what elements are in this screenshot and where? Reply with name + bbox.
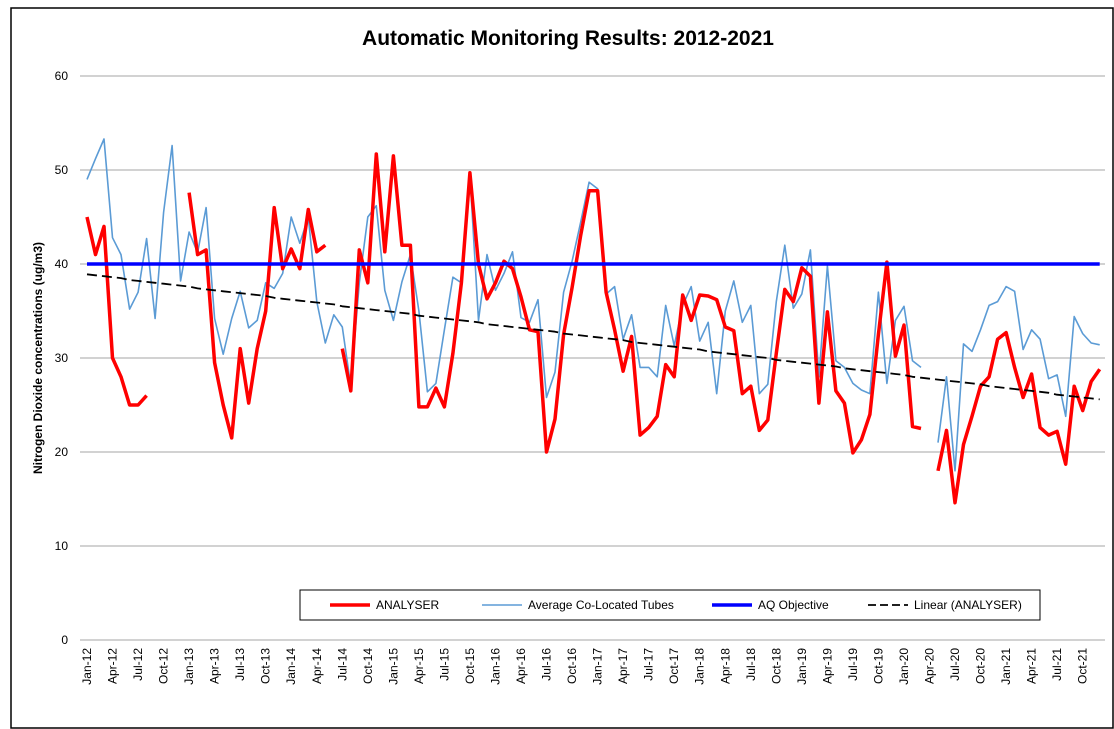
legend-label: Linear (ANALYSER): [914, 598, 1022, 612]
x-tick-label: Oct-21: [1076, 648, 1090, 684]
x-tick-label: Jan-21: [999, 648, 1013, 685]
series-line: [86, 273, 1100, 401]
x-tick-label: Oct-18: [769, 648, 783, 684]
series-line: [85, 152, 1102, 505]
y-tick-label: 50: [55, 163, 69, 177]
legend-box: [299, 589, 1041, 621]
chart-title: Automatic Monitoring Results: 2012-2021: [362, 27, 774, 50]
legend-label: Average Co-Located Tubes: [528, 598, 674, 612]
x-tick-label: Oct-16: [565, 648, 579, 684]
x-tick-label: Jul-14: [335, 648, 349, 681]
x-tick-label: Oct-19: [871, 648, 885, 684]
x-tick-label: Jul-12: [131, 648, 145, 681]
x-tick-label: Jan-14: [284, 648, 298, 685]
x-tick-label: Apr-14: [310, 648, 324, 684]
x-tick-label: Jul-17: [642, 648, 656, 681]
x-tick-label: Jul-20: [948, 648, 962, 681]
x-tick-label: Apr-19: [820, 648, 834, 684]
x-tick-label: Oct-12: [157, 648, 171, 684]
x-tick-label: Apr-16: [514, 648, 528, 684]
y-tick-label: 0: [61, 633, 68, 647]
x-tick-label: Jan-17: [591, 648, 605, 685]
x-tick-label: Jul-21: [1050, 648, 1064, 681]
x-tick-label: Oct-20: [974, 648, 988, 684]
x-tick-label: Oct-13: [259, 648, 273, 684]
x-tick-label: Apr-12: [106, 648, 120, 684]
x-tick-label: Jul-19: [846, 648, 860, 681]
y-tick-label: 20: [55, 445, 69, 459]
x-tick-label: Jan-13: [182, 648, 196, 685]
x-tick-label: Jan-16: [488, 648, 502, 685]
x-tick-label: Oct-17: [667, 648, 681, 684]
y-tick-label: 10: [55, 539, 69, 553]
x-tick-label: Jul-18: [744, 648, 758, 681]
x-tick-label: Jan-12: [80, 648, 94, 685]
x-tick-label: Apr-13: [208, 648, 222, 684]
x-tick-label: Apr-18: [718, 648, 732, 684]
legend-label: ANALYSER: [376, 598, 439, 612]
x-tick-label: Jul-15: [437, 648, 451, 681]
legend-label: AQ Objective: [758, 598, 829, 612]
x-tick-label: Oct-14: [361, 648, 375, 684]
y-axis-label: Nitrogen Dioxide concentrations (ug/m3): [31, 242, 45, 474]
x-tick-label: Oct-15: [463, 648, 477, 684]
x-tick-label: Jan-19: [795, 648, 809, 685]
x-tick-label: Jan-15: [386, 648, 400, 685]
y-tick-label: 30: [55, 351, 69, 365]
x-tick-label: Apr-21: [1025, 648, 1039, 684]
x-tick-label: Jul-13: [233, 648, 247, 681]
x-tick-label: Jan-20: [897, 648, 911, 685]
x-tick-label: Jul-16: [540, 648, 554, 681]
x-tick-label: Jan-18: [693, 648, 707, 685]
y-tick-label: 40: [55, 257, 69, 271]
x-tick-label: Apr-17: [616, 648, 630, 684]
x-tick-label: Apr-20: [922, 648, 936, 684]
x-tick-label: Apr-15: [412, 648, 426, 684]
y-tick-label: 60: [55, 69, 69, 83]
